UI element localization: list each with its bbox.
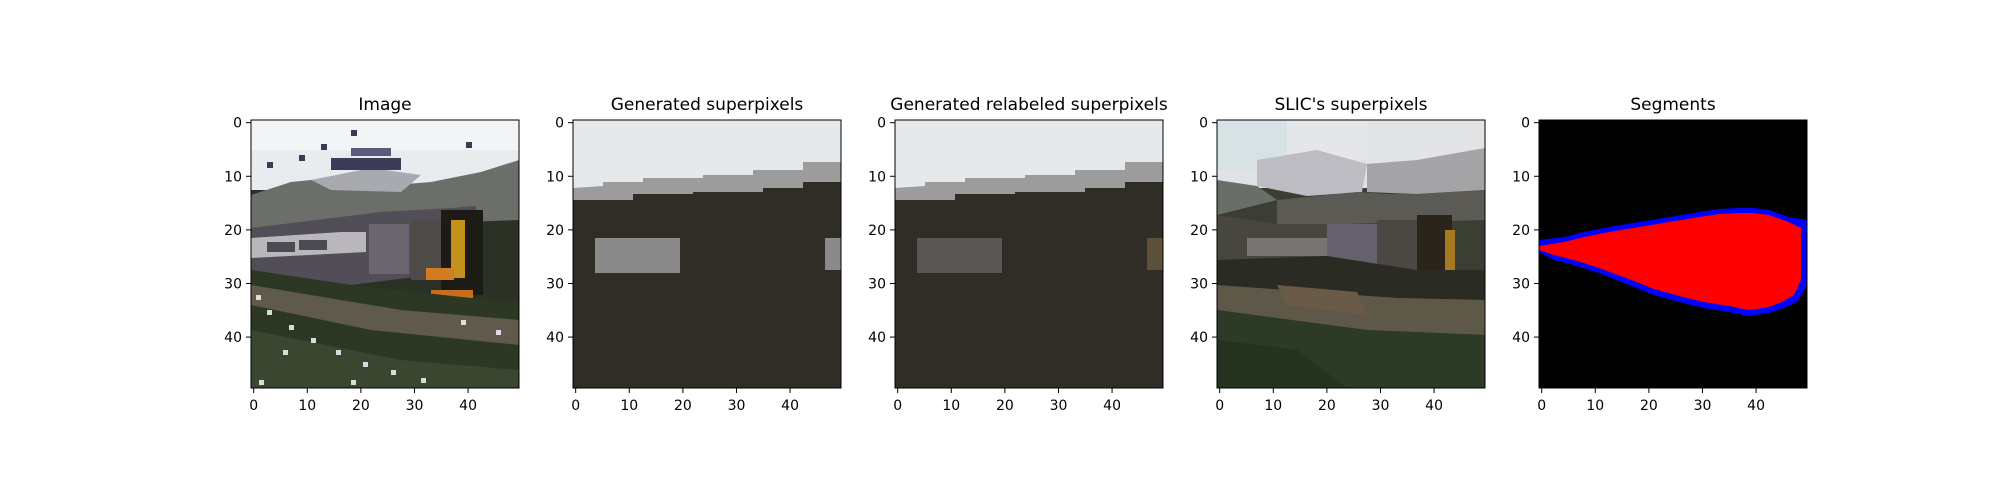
y-tick-label: 10: [1512, 169, 1530, 185]
x-tick-label: 20: [996, 398, 1014, 414]
x-tick-label: 40: [1747, 398, 1765, 414]
axes-layer: Image 0 10 20 30 40 0 10 20 30 40 Generated superpi…: [224, 95, 1808, 414]
x-tick-label: 40: [459, 398, 477, 414]
x-tick-label: 0: [1215, 398, 1224, 414]
x-tick-label: 20: [674, 398, 692, 414]
y-tick-label: 10: [868, 169, 886, 185]
y-tick-label: 30: [1190, 276, 1208, 292]
axes-frame: [1216, 119, 1486, 389]
y-tick-label: 30: [546, 276, 564, 292]
panel-relabeled-superpixels: [895, 120, 1163, 388]
y-tick-label: 10: [224, 169, 242, 185]
x-tick-label: 10: [298, 398, 316, 414]
x-tick-label: 20: [1318, 398, 1336, 414]
axes-frame: [894, 119, 1164, 389]
y-tick-label: 0: [1199, 116, 1208, 132]
x-tick-label: 10: [942, 398, 960, 414]
y-tick-label: 40: [546, 330, 564, 346]
axes-frame: [572, 119, 842, 389]
panel-generated-superpixels: [573, 120, 841, 388]
y-tick-label: 0: [555, 116, 564, 132]
y-tick-label: 40: [1512, 330, 1530, 346]
x-tick-label: 10: [1586, 398, 1604, 414]
x-tick-label: 30: [728, 398, 746, 414]
panel-title: Generated relabeled superpixels: [890, 95, 1168, 115]
x-tick-label: 0: [1537, 398, 1546, 414]
x-tick-label: 30: [406, 398, 424, 414]
y-tick-label: 40: [1190, 330, 1208, 346]
y-tick-label: 20: [224, 223, 242, 239]
x-tick-label: 40: [1425, 398, 1443, 414]
y-tick-label: 10: [546, 169, 564, 185]
axes-frame: [250, 119, 520, 389]
y-tick-label: 20: [1512, 223, 1530, 239]
x-tick-label: 40: [781, 398, 799, 414]
x-tick-label: 20: [1640, 398, 1658, 414]
panel-title: Image: [358, 95, 411, 115]
x-tick-label: 40: [1103, 398, 1121, 414]
panel-title: SLIC's superpixels: [1274, 95, 1427, 115]
panel-slic-superpixels: [1217, 120, 1485, 388]
y-tick-label: 20: [868, 223, 886, 239]
y-tick-label: 20: [546, 223, 564, 239]
x-tick-label: 0: [893, 398, 902, 414]
x-tick-label: 20: [352, 398, 370, 414]
panel-image: [251, 120, 519, 388]
x-tick-label: 30: [1050, 398, 1068, 414]
panel-title: Generated superpixels: [611, 95, 804, 115]
y-tick-label: 30: [1512, 276, 1530, 292]
x-tick-label: 0: [249, 398, 258, 414]
panel-segments: [1539, 120, 1807, 388]
x-tick-label: 10: [1264, 398, 1282, 414]
y-tick-label: 0: [1521, 116, 1530, 132]
y-tick-label: 0: [877, 116, 886, 132]
x-tick-label: 0: [571, 398, 580, 414]
x-tick-label: 10: [620, 398, 638, 414]
y-tick-label: 20: [1190, 223, 1208, 239]
y-tick-label: 0: [233, 116, 242, 132]
y-tick-label: 30: [868, 276, 886, 292]
y-tick-label: 40: [868, 330, 886, 346]
y-tick-label: 40: [224, 330, 242, 346]
panel-title: Segments: [1630, 95, 1716, 115]
axes-frame: [1538, 119, 1808, 389]
x-tick-label: 30: [1694, 398, 1712, 414]
x-tick-label: 30: [1372, 398, 1390, 414]
y-tick-label: 30: [224, 276, 242, 292]
y-tick-label: 10: [1190, 169, 1208, 185]
